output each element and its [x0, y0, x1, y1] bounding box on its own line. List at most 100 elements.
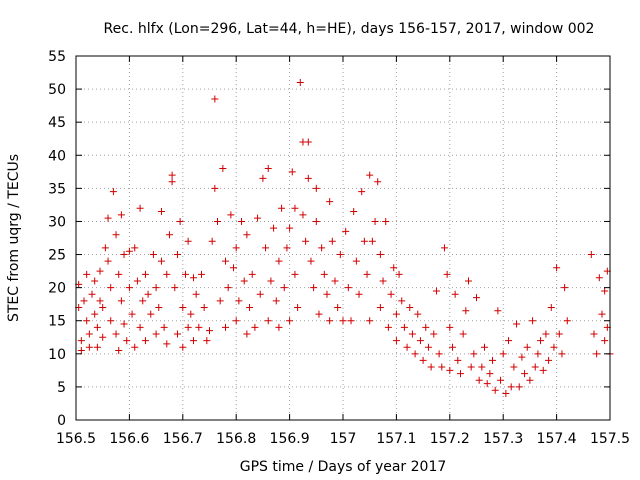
data-point [539, 366, 547, 374]
data-point [280, 284, 288, 292]
data-point [523, 343, 531, 351]
data-point [141, 270, 149, 278]
data-point [601, 337, 609, 345]
data-point [473, 294, 480, 302]
data-point [598, 310, 606, 318]
data-point [358, 188, 366, 196]
x-tick-label: 157.4 [537, 431, 577, 447]
data-point [432, 287, 440, 295]
x-tick-label: 157 [330, 431, 357, 447]
data-point [593, 350, 601, 358]
data-point [259, 174, 267, 182]
data-point [165, 231, 173, 239]
data-point [406, 303, 414, 311]
data-point [203, 337, 211, 345]
data-point [499, 350, 507, 358]
x-tick-label: 156.7 [163, 431, 203, 447]
data-point [430, 330, 438, 338]
data-point [149, 251, 157, 259]
data-point [542, 330, 550, 338]
y-tick-label: 15 [48, 314, 66, 330]
data-point [494, 307, 502, 315]
y-tick-label: 40 [48, 148, 66, 164]
data-point [296, 78, 304, 86]
data-point [163, 270, 171, 278]
data-point [222, 257, 230, 265]
data-point [416, 337, 424, 345]
data-point [302, 237, 310, 245]
data-point [189, 337, 197, 345]
data-point [545, 356, 553, 364]
data-point [486, 370, 494, 378]
data-point [537, 337, 545, 345]
data-point [427, 363, 435, 371]
data-point [451, 290, 459, 298]
data-point [331, 277, 339, 285]
data-points [75, 78, 614, 398]
data-point [85, 330, 93, 338]
data-point [104, 214, 112, 222]
data-point [470, 350, 478, 358]
x-tick-label: 156.8 [216, 431, 256, 447]
data-point [376, 251, 384, 259]
data-point [443, 270, 451, 278]
data-point [176, 217, 184, 225]
data-point [355, 290, 363, 298]
data-point [334, 303, 342, 311]
data-point [513, 320, 521, 328]
data-point [342, 227, 350, 235]
data-point [248, 270, 256, 278]
data-point [515, 383, 523, 391]
data-point [83, 270, 91, 278]
data-point [467, 363, 475, 371]
data-point [462, 307, 470, 315]
plot-frame [75, 55, 611, 421]
data-point [518, 353, 526, 361]
data-point [310, 284, 318, 292]
data-point [133, 277, 141, 285]
data-point [83, 317, 91, 325]
x-tick-label: 157.3 [483, 431, 523, 447]
data-point [208, 237, 216, 245]
x-tick-label: 157.1 [376, 431, 416, 447]
data-point [197, 270, 205, 278]
data-point [184, 323, 192, 331]
data-point [510, 363, 518, 371]
y-tick-label: 5 [57, 380, 66, 396]
data-point [350, 208, 358, 216]
data-point [219, 165, 227, 173]
data-point [299, 211, 307, 219]
data-point [254, 214, 262, 222]
data-point [561, 284, 569, 292]
data-point [136, 204, 144, 212]
data-point [422, 323, 430, 331]
data-point [304, 138, 312, 146]
data-point [163, 340, 171, 348]
data-point [371, 217, 379, 225]
data-point [278, 204, 286, 212]
data-point [179, 303, 187, 311]
data-point [352, 257, 360, 265]
data-point [112, 231, 120, 239]
data-point [230, 264, 238, 272]
data-point [304, 174, 312, 182]
data-point [264, 165, 272, 173]
data-point [446, 366, 454, 374]
data-point [267, 277, 275, 285]
data-point [99, 303, 107, 311]
data-point [152, 284, 160, 292]
data-point [222, 323, 230, 331]
data-point [414, 310, 422, 318]
data-point [173, 251, 181, 259]
data-point [347, 317, 355, 325]
data-point [216, 297, 224, 305]
x-tick-label: 156.9 [270, 431, 310, 447]
data-point [144, 290, 152, 298]
data-point [328, 237, 336, 245]
data-point [115, 347, 123, 355]
data-point [206, 327, 213, 335]
data-point [563, 317, 571, 325]
data-point [243, 330, 251, 338]
data-point [232, 317, 240, 325]
data-point [85, 343, 93, 351]
